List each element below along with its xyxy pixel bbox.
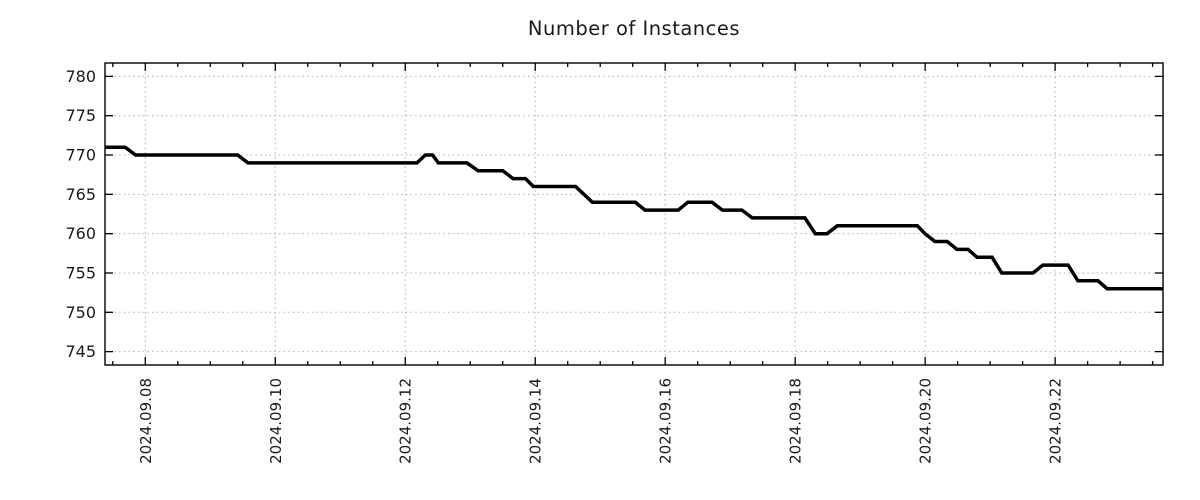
x-tick-label: 2024.09.14	[527, 378, 545, 464]
x-tick-label: 2024.09.10	[267, 378, 285, 464]
plot-border	[104, 62, 1164, 366]
y-tick-label: 770	[65, 146, 96, 165]
y-tick-label: 765	[65, 185, 96, 204]
series-line	[105, 145, 1163, 291]
y-tick-label: 750	[65, 303, 96, 322]
x-tick-label: 2024.09.22	[1047, 378, 1065, 464]
y-tick-label: 760	[65, 224, 96, 243]
y-tick-label: 780	[65, 67, 96, 86]
x-tick-label: 2024.09.16	[657, 378, 675, 464]
y-tick-label: 775	[65, 106, 96, 125]
x-tick-label: 2024.09.18	[787, 378, 805, 464]
y-tick-label: 755	[65, 263, 96, 282]
y-tick-label: 745	[65, 342, 96, 361]
chart-title: Number of Instances	[527, 17, 741, 40]
x-tick-label: 2024.09.20	[917, 378, 935, 464]
x-tick-label: 2024.09.12	[397, 378, 415, 464]
x-tick-label: 2024.09.08	[137, 378, 155, 464]
